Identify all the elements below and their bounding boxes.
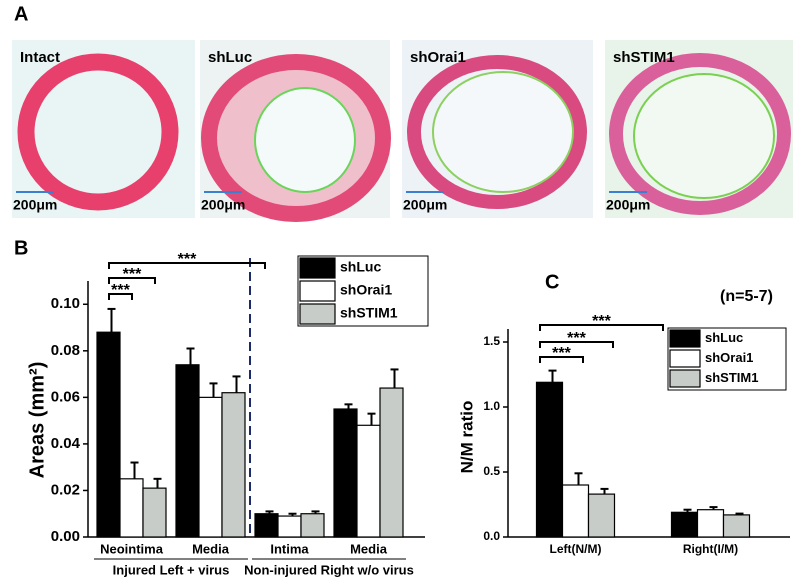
panel-label: C: [545, 271, 559, 293]
significance-label: ***: [552, 345, 571, 362]
bar: [198, 396, 223, 538]
legend-swatch: [299, 257, 336, 279]
significance-bracket: [539, 324, 664, 331]
significance-bracket: [108, 293, 133, 300]
bar: [587, 493, 616, 538]
y-tick-label: 1.0: [483, 399, 500, 413]
y-tick-label: 0.06: [51, 388, 80, 405]
lumen: [254, 87, 356, 193]
bar: [142, 487, 167, 538]
y-tick-label: 1.5: [483, 334, 500, 348]
legend-label: shLuc: [340, 259, 381, 275]
legend-label: shOrai1: [705, 350, 753, 365]
image-label: Intact: [20, 49, 60, 66]
bar: [561, 484, 590, 538]
image-label: shOrai1: [410, 49, 466, 66]
image-label: shSTIM1: [613, 49, 675, 66]
panel-label: B: [14, 237, 28, 259]
lumen: [633, 73, 775, 199]
significance-bracket: [108, 262, 266, 269]
group-label: Non-injured Right w/o virus: [244, 562, 414, 577]
bar: [119, 478, 144, 538]
significance-label: ***: [592, 313, 611, 330]
y-tick-label: 0.04: [51, 435, 81, 452]
legend-label: shSTIM1: [340, 305, 398, 321]
lumen: [432, 71, 574, 193]
legend-label: shLuc: [705, 330, 743, 345]
vessel: [17, 53, 179, 211]
x-tick-label: Left(N/M): [550, 542, 602, 556]
bar: [254, 513, 279, 538]
significance-label: ***: [178, 251, 197, 268]
image-label: shLuc: [208, 49, 252, 66]
y-tick-label: 0.08: [51, 342, 80, 359]
legend-swatch: [669, 329, 701, 348]
annotation: (n=5-7): [720, 288, 773, 305]
y-tick-label: 0.5: [483, 464, 500, 478]
legend-label: shSTIM1: [705, 370, 758, 385]
legend-swatch: [669, 349, 701, 368]
bar: [300, 513, 325, 538]
bar: [696, 509, 725, 538]
group-label: Injured Left + virus: [113, 562, 230, 577]
x-tick-label: Right(I/M): [683, 542, 738, 556]
x-tick-label: Media: [350, 541, 388, 556]
bar: [379, 387, 404, 538]
y-tick-label: 0.02: [51, 481, 80, 498]
bar: [221, 392, 246, 538]
significance-label: ***: [567, 330, 586, 347]
vessel: [609, 53, 791, 215]
bar: [356, 424, 381, 538]
histology-images: [12, 40, 793, 222]
significance-label: ***: [111, 282, 130, 299]
y-tick-label: 0.10: [51, 295, 80, 312]
significance-bracket: [108, 277, 156, 284]
scale-label: 200μm: [201, 197, 245, 213]
significance-label: ***: [123, 266, 142, 283]
y-axis-title: Areas (mm²): [26, 362, 48, 479]
legend-swatch: [299, 280, 336, 302]
significance-bracket: [539, 341, 614, 348]
legend-label: shOrai1: [340, 282, 392, 298]
vessel: [407, 55, 587, 209]
legend-swatch: [669, 369, 701, 388]
x-tick-label: Media: [192, 541, 230, 556]
y-tick-label: 0.0: [483, 529, 500, 543]
scale-label: 200μm: [13, 197, 57, 213]
bar: [96, 331, 121, 538]
panel-label: A: [14, 3, 28, 25]
bar: [277, 515, 302, 538]
y-axis-title: N/M ratio: [457, 401, 476, 474]
x-tick-label: Neointima: [100, 541, 164, 556]
scale-label: 200μm: [606, 197, 650, 213]
significance-bracket: [539, 356, 584, 363]
x-tick-label: Intima: [270, 541, 309, 556]
bar: [535, 381, 564, 538]
bar: [175, 364, 200, 538]
legend-swatch: [299, 303, 336, 325]
y-tick-label: 0.00: [51, 528, 80, 545]
bar: [722, 514, 751, 538]
bar: [670, 511, 699, 538]
bar: [333, 408, 358, 538]
scale-label: 200μm: [403, 197, 447, 213]
